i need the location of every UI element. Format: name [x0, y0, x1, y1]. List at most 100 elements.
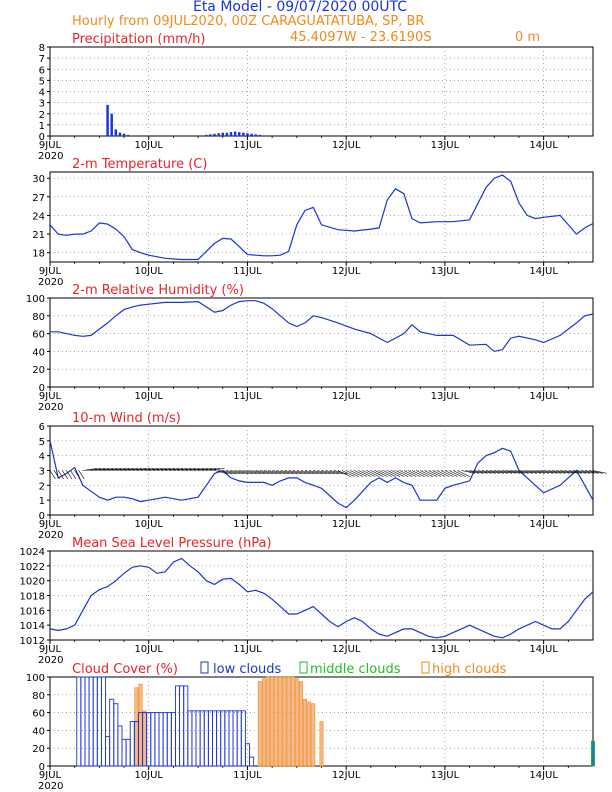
y-tick-label: 3 [39, 99, 45, 110]
high-cloud-bar [257, 681, 262, 767]
x-tick-label: 12JUL [332, 519, 361, 530]
wind-vector [226, 470, 241, 475]
low-cloud-bar [240, 710, 246, 767]
low-cloud-bar [195, 710, 201, 767]
low-cloud-bar [228, 710, 234, 767]
wind-vector [399, 470, 413, 477]
low-cloud-bar [84, 676, 90, 767]
wind-vector [128, 468, 143, 471]
wind-vector [420, 470, 433, 477]
high-cloud-bar [298, 681, 303, 767]
panel-4: 1012 1014 1016 1018 1020 1022 1024 9JUL 10JUL 11J… [20, 536, 594, 666]
middle-cloud-bar [591, 740, 595, 767]
y-tick-label: 2 [39, 481, 45, 492]
wind-vector [309, 470, 323, 475]
y-tick-label: 6 [39, 422, 45, 433]
low-cloud-bar [121, 738, 127, 767]
low-cloud-bar [76, 676, 82, 767]
y-tick-label: 100 [26, 294, 45, 305]
y-tick-label: 1 [39, 496, 45, 507]
panel-2: 0 20 40 60 80 100 9JUL 10JUL 11JUL 12JUL 13JUL 14JU… [26, 283, 594, 413]
series-line [49, 557, 594, 639]
wind-vector [284, 470, 299, 475]
y-tick-label: 4 [39, 452, 45, 463]
y-tick-label: 1018 [20, 592, 45, 603]
wind-vector [572, 470, 587, 474]
low-cloud-bar [203, 710, 209, 767]
x-tick-label: 14JUL [529, 140, 558, 151]
wind-vector [107, 468, 122, 471]
wind-vector [70, 470, 77, 480]
y-tick-label: 1014 [20, 621, 45, 632]
series-line [50, 300, 594, 353]
wind-vector [82, 468, 97, 471]
wind-vector [461, 470, 476, 474]
precip-bar [237, 132, 241, 136]
x-tick-label: 11JUL [233, 770, 262, 781]
precip-bar [229, 132, 233, 136]
wind-vector [568, 470, 583, 474]
x-tick-label: 13JUL [431, 519, 460, 530]
panel-5: 0 20 40 60 80 100 9JUL 10JUL 11JUL 12JUL 13JUL 14JU… [26, 661, 595, 792]
wind-vector [411, 470, 425, 477]
wind-vector [173, 468, 188, 471]
series-line [49, 174, 594, 261]
y-tick-label: 30 [32, 174, 45, 185]
wind-vector [247, 470, 262, 475]
low-cloud-bar [212, 710, 218, 767]
y-tick-label: 3 [39, 467, 45, 478]
precip-bar [110, 113, 113, 136]
wind-vector [292, 470, 307, 475]
wind-vector [156, 468, 171, 471]
wind-vector [255, 470, 270, 475]
precip-bar [205, 134, 208, 136]
high-cloud-bar [138, 683, 143, 767]
precip-bar [118, 132, 122, 136]
y-tick-label: 27 [32, 193, 45, 204]
location-elevation: 0 m [515, 30, 540, 45]
wind-vector [263, 470, 278, 475]
wind-vector [337, 470, 351, 477]
location-coords: 45.4097W - 23.6190S [290, 30, 432, 45]
wind-vector [111, 468, 126, 471]
wind-vector [485, 470, 500, 474]
wind-vector [510, 470, 525, 474]
x-year-label: 2020 [38, 655, 63, 666]
wind-vector [296, 470, 311, 475]
x-tick-label: 14JUL [529, 391, 558, 402]
y-tick-label: 18 [32, 249, 45, 260]
low-cloud-bar [158, 712, 164, 767]
precip-bar [233, 131, 237, 136]
wind-vector [531, 470, 546, 474]
panel-3: 0 1 2 3 4 5 6 9JUL 10JUL 11JUL 12JUL 13JUL 14JUL 2020… [38, 411, 607, 541]
wind-vector [444, 470, 458, 477]
wind-vector [395, 470, 409, 477]
high-cloud-bar [303, 698, 307, 767]
wind-vector [440, 470, 454, 477]
wind-vector [584, 470, 599, 474]
chart-subtitle: Hourly from 09JUL2020, 00Z CARAGUATATUBA… [72, 14, 424, 29]
high-cloud-bar [294, 678, 299, 767]
low-cloud-bar [232, 710, 238, 767]
high-cloud-bar [142, 710, 147, 767]
y-tick-label: 5 [39, 437, 45, 448]
wind-vector [350, 470, 364, 477]
wind-vector [317, 470, 332, 475]
high-cloud-bar [270, 676, 275, 767]
high-cloud-bar [261, 678, 266, 767]
plot-frame [49, 46, 594, 137]
high-cloud-bar [286, 676, 291, 767]
wind-vector [403, 470, 417, 477]
x-tick-label: 9JUL [39, 519, 62, 530]
y-tick-label: 1 [39, 121, 45, 132]
low-cloud-bar [207, 710, 213, 767]
x-year-label: 2020 [38, 402, 63, 413]
panel-1: 18 21 24 27 30 9JUL 10JUL 11JUL 12JUL 13JUL 14JUL 2… [32, 157, 594, 288]
y-tick-label: 100 [26, 673, 45, 684]
x-tick-label: 9JUL [39, 266, 62, 277]
series-line [49, 440, 594, 509]
plot-frame [49, 297, 594, 388]
wind-vector [161, 468, 175, 471]
high-cloud-bar [134, 687, 139, 767]
